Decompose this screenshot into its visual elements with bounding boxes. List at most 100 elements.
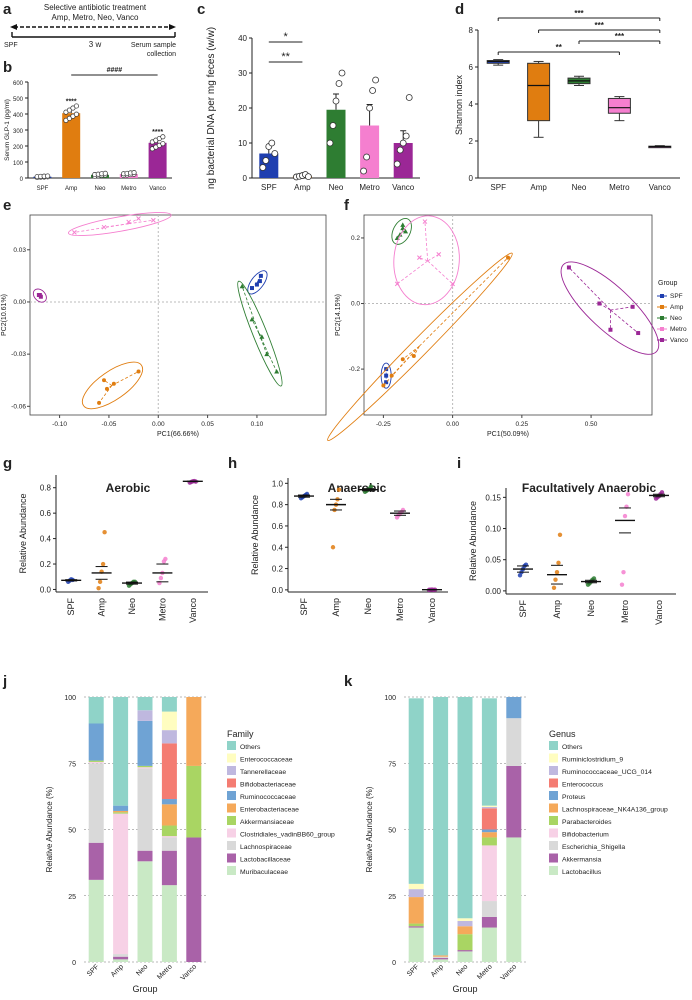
x-tick-label: Neo [94,186,106,192]
y-tick-label: 100 [13,161,24,167]
x-axis-label: PC1(50.09%) [487,431,529,438]
stacked-segment [113,810,129,813]
stacked-segment [137,768,153,851]
significance-label: #### [107,67,123,74]
centroid-spoke [241,286,260,334]
y-tick-label: 75 [388,761,396,768]
stacked-segment [113,954,129,957]
data-point [621,569,626,575]
group-ellipse [393,215,460,306]
x-tick-label: Metro [476,963,494,981]
stacked-segment [457,697,473,919]
stacked-segment [481,927,497,962]
y-tick-label: 200 [13,145,24,151]
timeline-right-arrowhead [169,24,176,30]
group-ellipse [81,361,144,410]
legend-swatch [549,791,558,800]
stacked-segment [408,926,424,928]
centroid-spoke [128,218,139,225]
legend-title: Group [658,280,678,287]
panel-label-i: i [457,455,461,472]
data-point [45,173,51,179]
data-point [136,216,141,221]
legend-title: Genus [549,729,576,739]
data-point [72,230,77,235]
legend-swatch [227,741,236,750]
y-tick-label: 400 [13,113,24,119]
panel-label-h: h [228,455,237,472]
legend-label: Clostridiales_vadinBB60_group [240,832,335,839]
x-tick-label: -0.10 [52,421,67,428]
stacked-segment [161,850,177,886]
stacked-segment [408,927,424,962]
data-point [405,94,413,101]
y-tick-label: 0.10 [485,525,501,534]
timeline-duration: 3 w [89,40,102,49]
panel-label-k: k [344,673,353,690]
panel-label-a: a [3,1,12,18]
bar [62,113,81,178]
group-ellipse [560,261,660,355]
chart-c-bacterial-dna: 0 10 20 30 40 ng bacterial DNA per mg feces (… [206,27,420,192]
stacked-segment [161,885,177,962]
plot-frame [29,214,327,416]
centroid-spoke [413,345,420,357]
legend-label: Escherichia_Shigella [562,844,625,851]
bar [360,125,380,178]
chart-title: Aerobic [106,481,151,495]
significance-label: ** [556,43,563,52]
legend-label: Lachnospiraceae_NK4A136_group [562,807,668,814]
data-point [659,490,665,495]
y-tick-label: 100 [64,695,76,702]
x-tick-label: Metro [156,963,174,981]
data-point [619,582,625,587]
data-point [394,281,400,287]
y-tick-label: 25 [68,894,76,901]
plot-frame [363,214,653,416]
legend-label: Enterococcaceae [240,757,293,764]
x-tick-label: SPF [261,183,277,192]
centroid-spoke [424,221,429,261]
panel-labels: a b c d e f g h i j k [2,1,464,690]
legend-swatch [549,828,558,838]
centroid-spoke [396,260,428,285]
legend-swatch [227,828,236,838]
legend-label: Lactobacillus [562,869,602,876]
centroid-spoke [98,385,113,404]
timeline-start-label: SPF [4,42,18,49]
stacked-segment [506,765,522,838]
y-tick-label: 0 [392,960,396,967]
centroid-spoke [419,257,428,262]
x-tick-label: 0.00 [152,421,165,428]
centroid-spoke [103,223,129,228]
legend-marker [660,338,664,342]
timeline-end-label-1: Serum sample [131,42,176,49]
data-point [101,224,107,230]
x-tick-label: Neo [329,183,344,192]
data-point [258,273,263,278]
data-point [551,585,557,590]
legend-label: Akkermansia [562,857,602,864]
stacked-segment [481,806,497,809]
data-point [417,255,422,260]
y-tick-label: 0.8 [40,484,52,493]
data-point [259,334,265,339]
legend-marker [660,305,664,309]
stacked-segment [481,832,497,838]
significance-label: **** [66,98,77,105]
legend-swatch [549,803,558,813]
significance-label: *** [595,21,605,30]
data-point [369,87,377,94]
data-point [622,513,628,519]
data-point [111,381,116,386]
stacked-segment [161,697,177,712]
legend-swatch [549,766,558,775]
data-point [400,357,405,362]
x-tick-label: SPF [37,186,49,192]
bar [148,142,167,178]
data-point [102,530,107,535]
stacked-segment [457,918,473,921]
stacked-segment [506,718,522,766]
